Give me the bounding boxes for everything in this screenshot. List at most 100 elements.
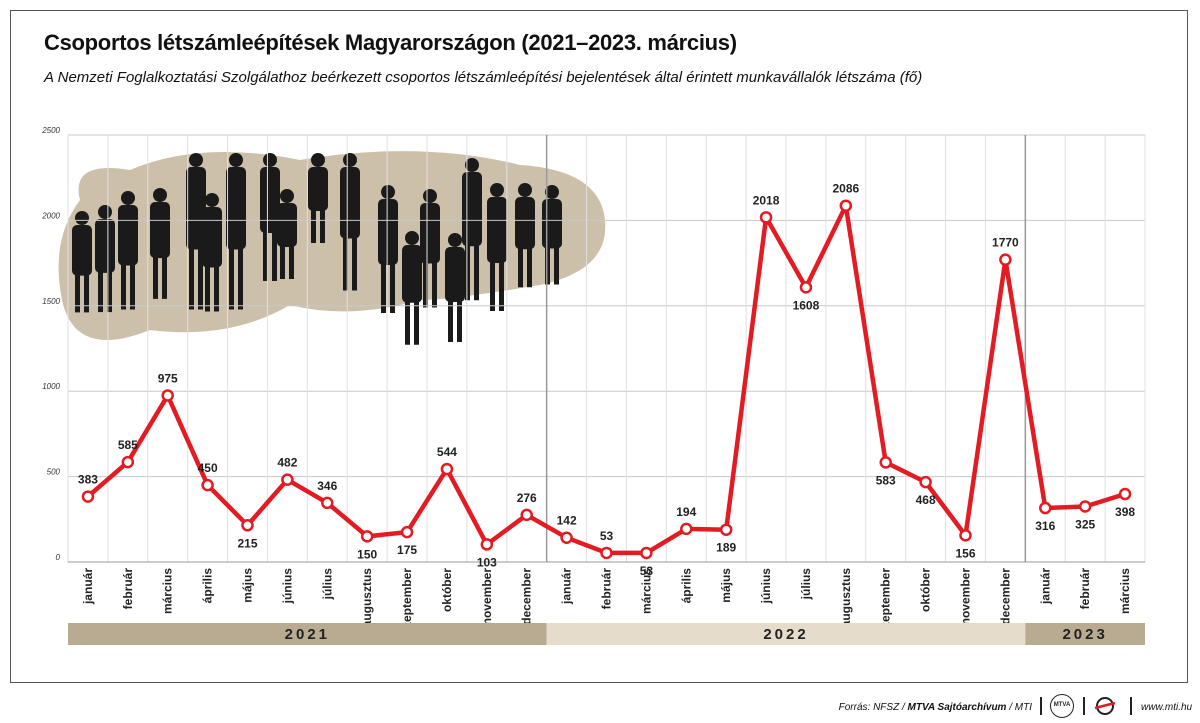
person-silhouette [381,259,386,313]
person-silhouette [457,297,462,342]
x-tick-label: április [201,568,215,604]
data-point [1078,500,1092,513]
chart-subtitle: A Nemzeti Foglalkoztatási Szolgálathoz b… [44,69,923,86]
x-tick-label: július [320,568,334,601]
person-silhouette [198,242,203,310]
year-band [546,623,1026,645]
person-silhouette [289,243,294,279]
footer-divider [1040,697,1042,715]
person-silhouette [390,259,395,313]
data-label: 450 [198,461,218,475]
data-point [560,531,573,544]
person-silhouette [320,207,325,243]
x-tick-label: augusztus [360,568,374,628]
person-silhouette [238,242,243,310]
person-silhouette [343,153,357,167]
footer-divider [1130,697,1132,715]
data-point [281,473,294,486]
data-label: 175 [397,543,417,557]
data-label: 468 [916,493,936,507]
person-silhouette [150,202,170,259]
person-silhouette [527,244,532,288]
source-archive: MTVA Sajtóarchívum [907,702,1007,713]
x-tick-label: december [998,568,1012,625]
x-tick-label: március [639,568,653,614]
person-silhouette [515,197,535,250]
person-silhouette [130,260,135,310]
data-label: 1608 [793,298,820,312]
person-silhouette [98,268,103,313]
x-tick-label: június [759,568,773,605]
x-tick-label: január [560,568,574,605]
mti-logo-icon [1094,697,1116,715]
person-silhouette [420,203,440,264]
person-silhouette [490,257,495,311]
x-tick-label: február [121,568,135,610]
person-silhouette [343,232,348,291]
x-tick-label: május [719,568,733,603]
data-label: 194 [676,505,696,519]
data-point [201,478,214,492]
data-label: 383 [78,473,98,487]
data-point [1118,487,1132,501]
year-band [68,623,547,645]
person-silhouette [153,188,167,202]
footer-divider [1083,697,1085,715]
data-label: 2086 [832,182,859,196]
y-tick-label: 500 [47,468,61,477]
person-silhouette [280,189,294,203]
person-silhouette [189,153,203,167]
y-tick-label: 0 [56,553,61,562]
person-silhouette [465,158,479,172]
person-silhouette [518,183,532,197]
year-band [1025,623,1145,645]
x-tick-label: március [1118,568,1132,614]
person-silhouette [121,260,126,310]
chart-title: Csoportos létszámleépítések Magyarország… [44,30,737,55]
person-silhouette [75,211,89,225]
data-label: 53 [640,564,654,578]
person-silhouette [277,203,297,247]
website-url: www.mti.hu [1141,702,1193,713]
data-label: 325 [1075,517,1095,531]
data-point [440,462,454,476]
x-tick-label: november [480,568,494,626]
person-silhouette [72,225,92,276]
data-point [81,490,95,503]
person-silhouette [308,167,328,211]
x-tick-label: október [440,568,454,612]
person-silhouette [381,185,395,199]
person-silhouette [499,257,504,311]
source-prefix: Forrás: NFSZ / [838,702,908,713]
person-silhouette [405,231,419,245]
line-chart: 0 500 1000 1500 2000 2500 383 585 975 450 215 482 34… [41,126,1146,645]
person-silhouette [545,185,559,199]
person-silhouette [352,232,357,291]
person-silhouette [121,191,135,205]
x-tick-label: február [1078,568,1092,610]
data-point [1039,501,1052,515]
x-tick-label: december [520,568,534,625]
data-point [360,530,374,543]
person-silhouette [229,153,243,167]
data-label: 544 [437,445,457,459]
data-label: 2018 [753,193,780,207]
person-silhouette [378,199,398,265]
x-tick-label: szeptember [400,568,414,635]
data-label: 103 [477,555,497,569]
y-tick-label: 2500 [41,126,60,135]
data-point [400,525,414,539]
data-label: 215 [237,536,257,550]
person-silhouette [405,297,410,345]
data-point [919,475,932,489]
data-label: 585 [118,438,138,452]
person-silhouette [280,243,285,279]
data-label: 583 [876,473,896,487]
person-silhouette [162,253,167,299]
data-label: 346 [317,479,337,493]
person-silhouette [263,227,268,281]
person-silhouette [229,242,234,310]
person-silhouette [542,199,562,249]
data-point [121,455,135,469]
data-point [879,456,892,469]
